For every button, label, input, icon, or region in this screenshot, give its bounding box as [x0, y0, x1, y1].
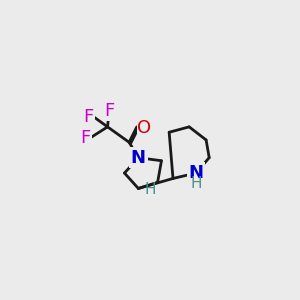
Text: F: F	[83, 108, 94, 126]
Text: N: N	[189, 164, 204, 182]
Text: F: F	[104, 103, 114, 121]
Text: F: F	[80, 129, 91, 147]
Text: H: H	[190, 176, 202, 191]
Text: H: H	[145, 182, 156, 197]
Text: N: N	[131, 149, 146, 167]
Text: O: O	[137, 119, 152, 137]
